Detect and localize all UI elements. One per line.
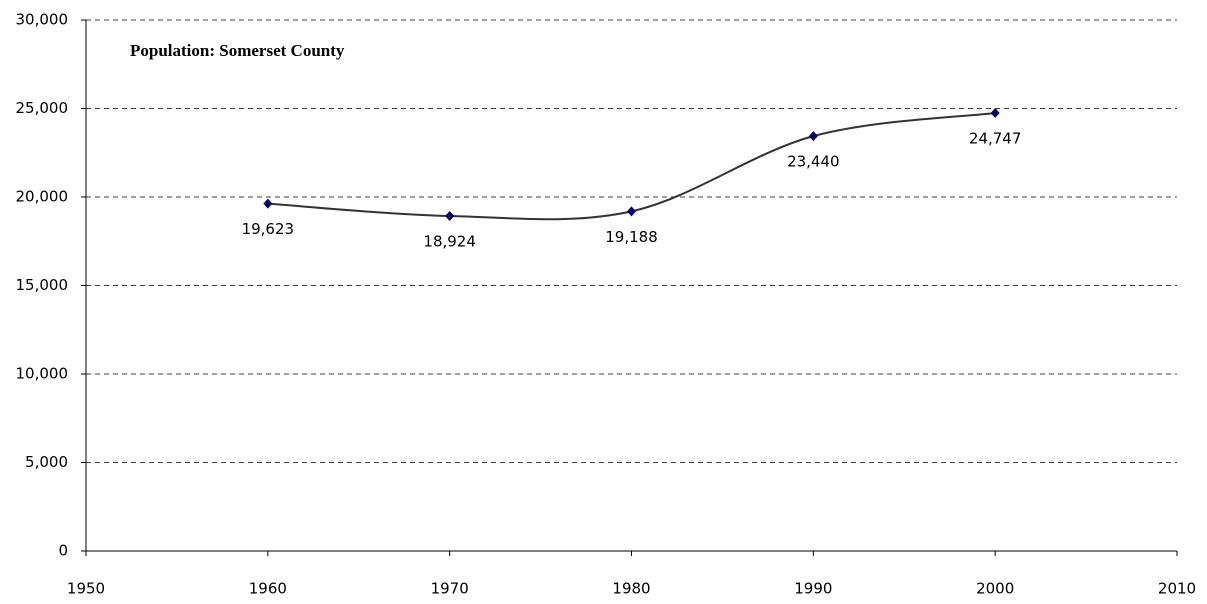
chart-title: Population: Somerset County	[130, 41, 345, 60]
marker	[990, 107, 1000, 118]
y-tick-label: 25,000	[16, 99, 69, 117]
data-label: 23,440	[787, 153, 840, 171]
data-label: 19,623	[242, 220, 295, 238]
y-tick-label: 15,000	[16, 276, 69, 294]
x-tick-label: 2000	[976, 580, 1014, 598]
x-tick-label: 1970	[431, 580, 469, 598]
x-tick-label: 1990	[794, 580, 832, 598]
y-tick-label: 0	[58, 542, 68, 560]
data-label: 19,188	[605, 228, 658, 246]
y-tick-label: 30,000	[16, 11, 69, 29]
x-tick-label: 2010	[1158, 580, 1196, 598]
y-tick-label: 10,000	[16, 365, 69, 383]
y-tick-label: 20,000	[16, 188, 69, 206]
data-label: 18,924	[423, 233, 476, 251]
marker	[263, 198, 273, 209]
y-tick-label: 5,000	[25, 453, 68, 471]
marker	[808, 131, 818, 142]
data-label: 24,747	[969, 129, 1022, 147]
x-tick-label: 1960	[249, 580, 287, 598]
marker	[627, 206, 636, 217]
line	[267, 111, 996, 221]
marker	[445, 211, 455, 222]
x-tick-label: 1950	[67, 580, 105, 598]
x-tick-label: 1980	[612, 580, 650, 598]
